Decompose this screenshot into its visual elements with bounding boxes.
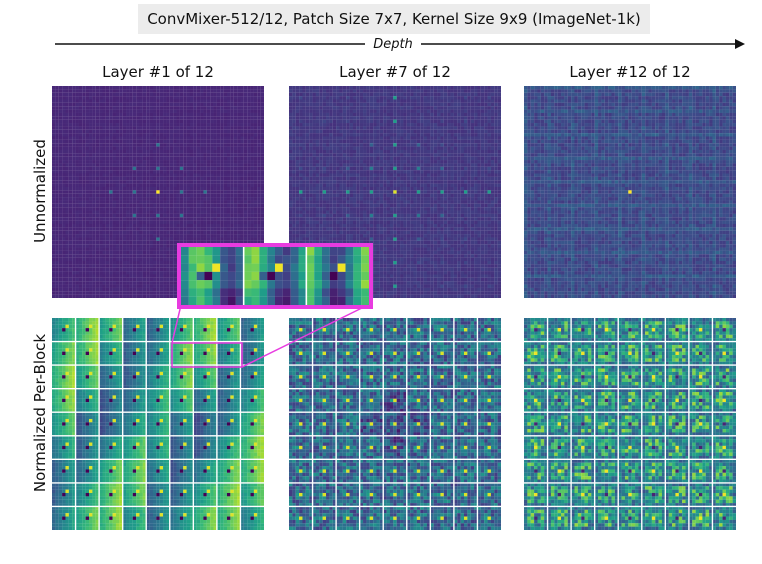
figure-title-text: ConvMixer-512/12, Patch Size 7x7, Kernel… xyxy=(147,10,641,28)
column-label-layer-12: Layer #12 of 12 xyxy=(524,63,736,81)
panel-normalized-layer-1 xyxy=(52,318,264,530)
figure-title: ConvMixer-512/12, Patch Size 7x7, Kernel… xyxy=(138,4,650,34)
kernel-image-n7 xyxy=(289,318,501,530)
panel-normalized-layer-12 xyxy=(524,318,736,530)
panel-unnormalized-layer-12 xyxy=(524,86,736,298)
depth-label: Depth xyxy=(365,36,421,54)
panel-unnormalized-layer-7 xyxy=(289,86,501,298)
panel-normalized-layer-7 xyxy=(289,318,501,530)
kernel-image-u7 xyxy=(289,86,501,298)
column-label-layer-1: Layer #1 of 12 xyxy=(52,63,264,81)
column-label-layer-7: Layer #7 of 12 xyxy=(289,63,501,81)
row-label-normalized: Normalized Per-Block xyxy=(31,318,49,508)
row-label-unnormalized: Unnormalized xyxy=(31,136,49,246)
kernel-image-n12 xyxy=(524,318,736,530)
kernel-image-n1 xyxy=(52,318,264,530)
zoom-inset xyxy=(177,243,373,309)
zoom-inset-image xyxy=(181,247,369,305)
kernel-image-u12 xyxy=(524,86,736,298)
